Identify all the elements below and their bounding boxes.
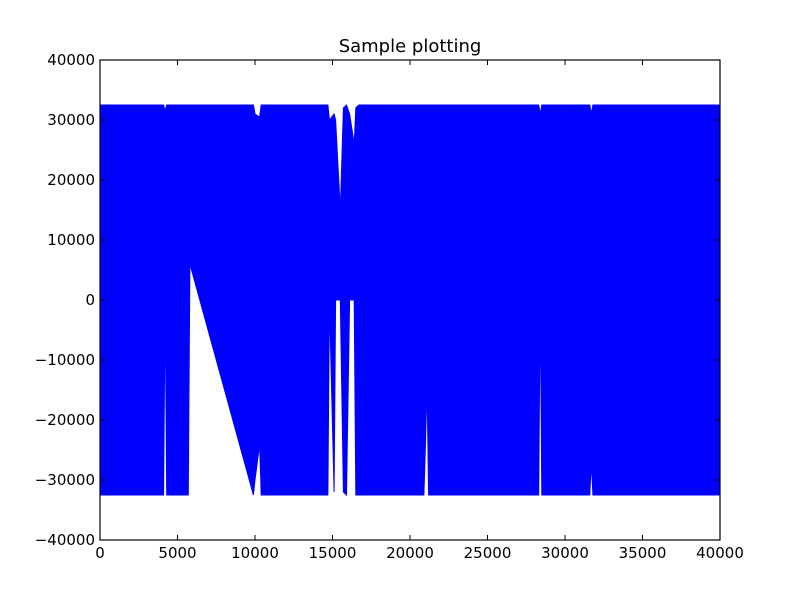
y-tick-label: 0 bbox=[85, 291, 95, 309]
y-tick-label: 30000 bbox=[47, 111, 95, 129]
x-tick-label: 15000 bbox=[309, 544, 357, 562]
plot-area: 0 5000 10000 15000 20000 25000 30000 35000 40000… bbox=[35, 51, 744, 562]
y-tick-label: 40000 bbox=[47, 51, 95, 69]
x-tick-label: 30000 bbox=[541, 544, 589, 562]
y-tick-label: −30000 bbox=[35, 471, 95, 489]
y-tick-label: −20000 bbox=[35, 411, 95, 429]
y-tick-label: 10000 bbox=[47, 231, 95, 249]
y-axis-ticks: −40000 −30000 −20000 −10000 0 10000 20000 30000… bbox=[35, 51, 720, 549]
x-tick-label: 35000 bbox=[619, 544, 667, 562]
x-tick-label: 40000 bbox=[696, 544, 744, 562]
x-tick-label: 20000 bbox=[386, 544, 434, 562]
y-tick-label: −10000 bbox=[35, 351, 95, 369]
x-tick-label: 5000 bbox=[158, 544, 196, 562]
y-tick-label: −40000 bbox=[35, 531, 95, 549]
y-tick-label: 20000 bbox=[47, 171, 95, 189]
axes-frame bbox=[99, 59, 721, 541]
x-tick-label: 0 bbox=[95, 544, 105, 562]
x-tick-label: 25000 bbox=[464, 544, 512, 562]
chart-title: Sample plotting bbox=[339, 36, 482, 57]
x-axis-ticks: 0 5000 10000 15000 20000 25000 30000 35000 40000 bbox=[95, 60, 744, 562]
x-tick-label: 10000 bbox=[231, 544, 279, 562]
